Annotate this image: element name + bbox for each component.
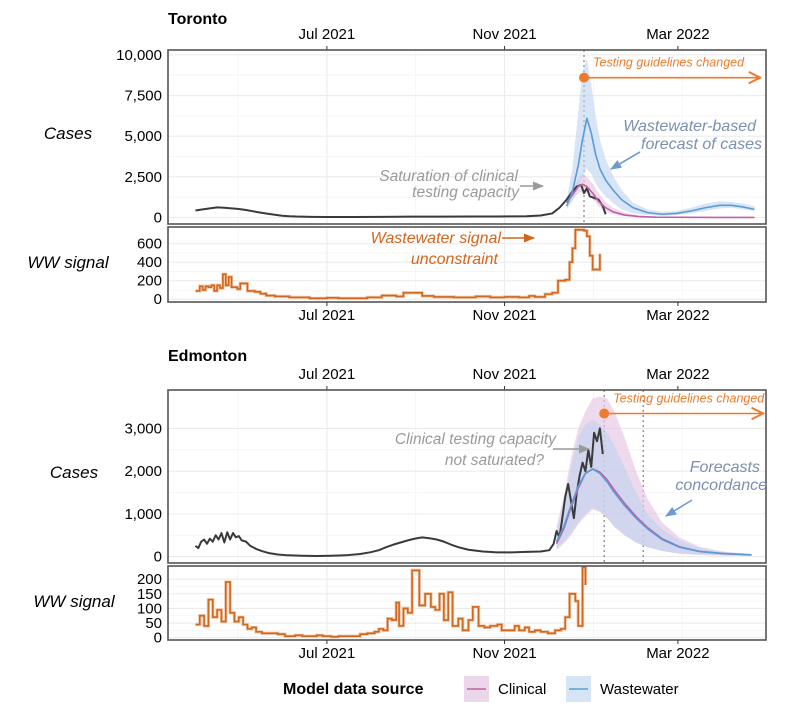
ww-signal-line	[195, 228, 601, 300]
edmonton-cases-y-tick-label: 1,000	[124, 506, 162, 523]
edmonton-ww-y-tick-label: 0	[154, 630, 162, 647]
edmonton-ww-grid	[168, 566, 766, 640]
toronto-annotation-wwsignal-line2: unconstraint	[411, 251, 499, 268]
edmonton-annotation-capacity-line2: not saturated?	[445, 452, 544, 469]
toronto-ww-y-tick-label: 600	[137, 236, 162, 253]
x-tick-label: Nov 2021	[472, 645, 536, 662]
edmonton-title: Edmonton	[168, 348, 247, 365]
toronto-ww-background	[168, 227, 766, 302]
edmonton-ww-y-tick-label: 50	[145, 615, 162, 632]
edmonton-bottom-x-axis: Jul 2021 Nov 2021 Mar 2022	[299, 640, 710, 662]
x-tick-label: Mar 2022	[646, 307, 709, 324]
x-tick-label: Nov 2021	[472, 307, 536, 324]
toronto-cases-y-tick-label: 0	[154, 209, 162, 226]
wastewater-forecast-line	[555, 468, 752, 556]
toronto-annotation-wwsignal-line1: Wastewater signal	[371, 230, 502, 247]
observed-cases-line	[194, 427, 604, 557]
toronto-ww-y-tick-label: 400	[137, 254, 162, 271]
edmonton-annotation-capacity-line1: Clinical testing capacity	[395, 431, 557, 448]
x-tick-label: Jul 2021	[299, 26, 356, 43]
toronto-ww-border	[167, 226, 767, 303]
edmonton-concordance-arrow	[665, 499, 693, 517]
wastewater-forecast-line	[565, 117, 755, 216]
toronto-ww-y-tick-label: 0	[154, 291, 162, 308]
testing-change-label: Testing guidelines changed	[593, 56, 745, 70]
toronto-ww-forecast-arrow	[610, 151, 641, 170]
edmonton-ww-y-tick-label: 150	[137, 586, 162, 603]
toronto-cases-y-tick-label: 2,500	[124, 169, 162, 186]
edmonton-ww-border	[167, 565, 767, 641]
toronto-ww-ylabel: WW signal	[27, 253, 109, 272]
edmonton-ww-ylabel: WW signal	[33, 592, 115, 611]
x-tick-label: Mar 2022	[646, 645, 709, 662]
toronto-cases-y-tick-label: 10,000	[116, 47, 162, 64]
edmonton-cases-y-tick-label: 0	[154, 549, 162, 566]
toronto-annotation-ww-line1: Wastewater-based	[623, 118, 757, 135]
edmonton-cases-plot-area	[194, 390, 752, 563]
edmonton-top-x-axis: Jul 2021 Nov 2021 Mar 2022	[299, 366, 710, 390]
edmonton-cases-y-tick-label: 3,000	[124, 420, 162, 437]
x-tick-label: Jul 2021	[299, 307, 356, 324]
clinical-forecast-line	[566, 183, 755, 219]
edmonton-cases-ylabel: Cases	[50, 463, 99, 482]
edmonton-cases-border	[167, 389, 767, 564]
edmonton-figure: Edmonton Jul 2021 Nov 2021 Mar 2022 Cases …	[33, 348, 767, 662]
toronto-figure: Toronto Jul 2021 Nov 2021 Mar 2022 Cases W…	[27, 11, 767, 324]
legend-wastewater-label: Wastewater	[600, 681, 679, 698]
testing-change-point	[599, 408, 610, 419]
x-tick-label: Jul 2021	[299, 645, 356, 662]
wastewater-forecast-band	[556, 419, 752, 556]
edmonton-cases-panel: 0 1,000 2,000 3,000 Testing guidelines chang…	[124, 389, 767, 566]
x-tick-label: Nov 2021	[472, 26, 536, 43]
legend-title: Model data source	[283, 681, 424, 698]
edmonton-ww-y-tick-label: 100	[137, 600, 162, 617]
toronto-ww-grid	[168, 227, 766, 302]
x-tick-label: Mar 2022	[646, 26, 709, 43]
toronto-title: Toronto	[168, 11, 227, 28]
x-tick-label: Nov 2021	[472, 366, 536, 383]
toronto-annotation-ww-line2: forecast of cases	[641, 136, 762, 153]
toronto-cases-panel: 0 2,500 5,000 7,500 10,000 Testing guidelines…	[116, 47, 767, 226]
edmonton-annotation-concordance-line1: Forecasts	[690, 459, 760, 476]
testing-change-label: Testing guidelines changed	[613, 391, 765, 405]
toronto-ww-y-tick-label: 200	[137, 273, 162, 290]
x-tick-label: Jul 2021	[299, 366, 356, 383]
legend: Model data source Clinical Wastewater	[283, 676, 679, 702]
observed-cases-line	[195, 183, 607, 219]
edmonton-annotation-concordance-line2: concordance	[675, 477, 767, 494]
toronto-cases-background	[168, 50, 766, 224]
ww-signal-line	[195, 566, 587, 638]
toronto-cases-ylabel: Cases	[44, 124, 93, 143]
toronto-cases-border	[167, 49, 767, 225]
toronto-bottom-x-axis: Jul 2021 Nov 2021 Mar 2022	[299, 302, 710, 324]
edmonton-ww-y-tick-label: 200	[137, 571, 162, 588]
toronto-annotation-saturation-line1: Saturation of clinical	[379, 168, 518, 185]
edmonton-cases-y-tick-label: 2,000	[124, 463, 162, 480]
toronto-cases-y-tick-label: 7,500	[124, 88, 162, 105]
clinical-forecast-band	[566, 173, 755, 218]
toronto-annotation-saturation-line2: testing capacity	[412, 184, 520, 201]
toronto-cases-y-tick-label: 5,000	[124, 128, 162, 145]
toronto-top-x-axis: Jul 2021 Nov 2021 Mar 2022	[299, 26, 710, 50]
testing-change-point	[579, 72, 589, 83]
legend-clinical-label: Clinical	[498, 681, 546, 698]
x-tick-label: Mar 2022	[646, 366, 709, 383]
